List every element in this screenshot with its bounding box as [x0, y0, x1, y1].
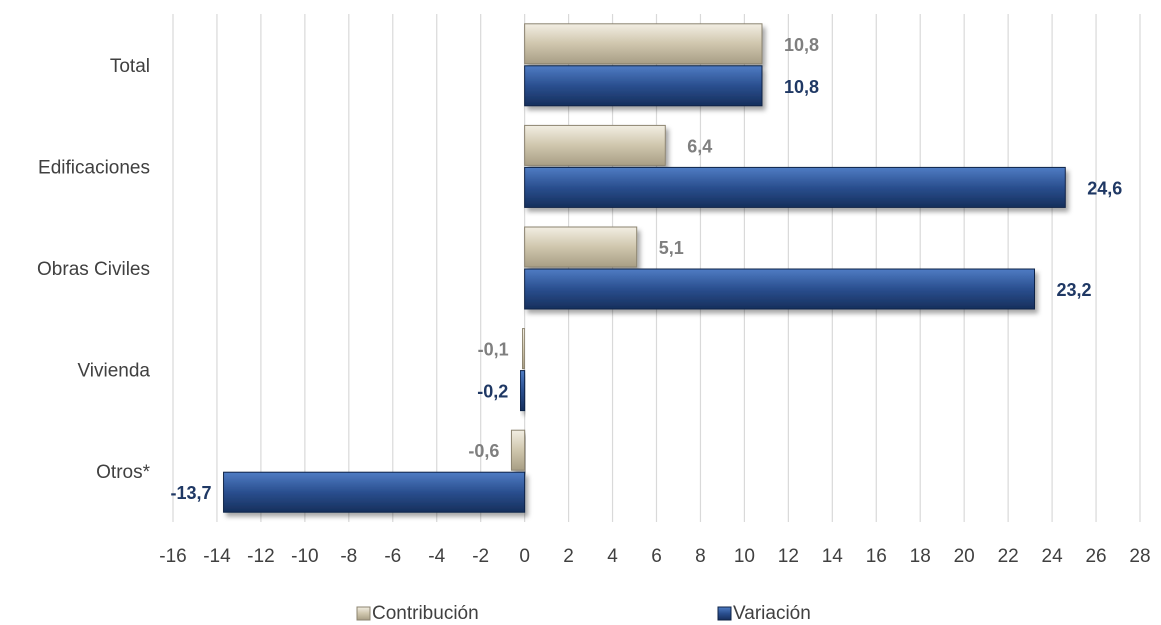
- bar-contribucion: [524, 23, 763, 65]
- legend-swatch-contribucion: [356, 606, 371, 621]
- data-label-variacion: -0,2: [477, 382, 508, 402]
- bar-contribucion: [524, 226, 638, 268]
- bars: [223, 23, 1066, 513]
- bar-contribucion: [521, 328, 526, 370]
- x-tick-label: 0: [519, 546, 530, 567]
- legend-label-variacion: Variación: [733, 603, 811, 624]
- x-tick-label: 18: [910, 546, 931, 567]
- category-label: Vivienda: [77, 361, 150, 382]
- data-label-contribucion: 5,1: [659, 238, 684, 258]
- x-tick-label: 2: [563, 546, 574, 567]
- x-axis-tick-labels: -16 -14 -12 -10 -8 -6 -4 -2 0 2 4 6 8 10 12 14 16 18 20 22 2…: [159, 546, 1150, 567]
- x-tick-label: 4: [607, 546, 618, 567]
- legend-label-contribucion: Contribución: [372, 603, 479, 624]
- x-tick-label: -8: [340, 546, 357, 567]
- x-tick-label: -2: [472, 546, 489, 567]
- data-label-variacion: 23,2: [1057, 280, 1092, 300]
- category-label: Obras Civiles: [37, 259, 150, 280]
- x-tick-label: -4: [428, 546, 445, 567]
- x-tick-label: 12: [778, 546, 799, 567]
- x-tick-label: 16: [866, 546, 887, 567]
- bar-contribucion: [524, 124, 666, 166]
- x-tick-label: 8: [695, 546, 706, 567]
- x-tick-label: -6: [384, 546, 401, 567]
- x-tick-label: 20: [954, 546, 975, 567]
- bar-variacion: [524, 268, 1036, 310]
- bar-variacion: [223, 471, 526, 513]
- x-tick-label: 24: [1042, 546, 1064, 567]
- x-tick-label: 22: [998, 546, 1019, 567]
- data-label-contribucion: 6,4: [687, 136, 712, 156]
- bar-variacion: [524, 65, 763, 107]
- x-tick-label: -16: [159, 546, 186, 567]
- x-tick-label: 6: [651, 546, 662, 567]
- x-tick-label: -12: [247, 546, 274, 567]
- category-labels: Total Edificaciones Obras Civiles Vivienda O…: [37, 56, 151, 483]
- x-tick-label: -14: [203, 546, 231, 567]
- x-tick-label: -10: [291, 546, 318, 567]
- bar-variacion: [519, 370, 526, 412]
- data-label-contribucion: -0,6: [468, 441, 499, 461]
- data-label-variacion: 24,6: [1087, 178, 1122, 198]
- category-label: Otros*: [96, 462, 150, 483]
- legend: Contribución Variación: [356, 603, 811, 624]
- x-tick-label: 28: [1129, 546, 1150, 567]
- value-labels: 10,8 10,8 6,4 24,6 5,1 23,2 -0,1 -0,2 -0,6 -13,7: [171, 35, 1123, 503]
- x-tick-label: 26: [1085, 546, 1106, 567]
- legend-swatch-variacion: [717, 606, 732, 621]
- data-label-contribucion: -0,1: [478, 340, 509, 360]
- data-label-variacion: 10,8: [784, 77, 819, 97]
- bar-variacion: [524, 166, 1066, 208]
- category-label: Edificaciones: [38, 157, 150, 178]
- bar-contribucion: [510, 429, 526, 471]
- category-label: Total: [110, 56, 150, 77]
- x-tick-label: 14: [822, 546, 844, 567]
- data-label-variacion: -13,7: [171, 483, 212, 503]
- x-tick-label: 10: [734, 546, 755, 567]
- data-label-contribucion: 10,8: [784, 35, 819, 55]
